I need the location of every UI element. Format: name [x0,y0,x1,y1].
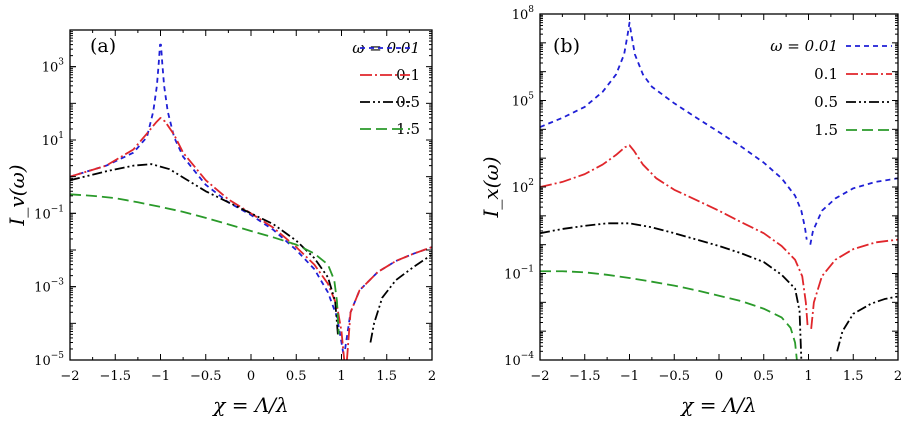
legend-label: 0.5 [814,93,838,111]
panel-b: −2 −1.5 −1 −0.5 0 0.5 1 1.5 2 10−4 10−1 102 105 108 (b… [479,5,902,417]
x-tick-label: −1 [151,369,170,384]
series-line-2-segment-0 [540,222,803,360]
y-tick-label: 105 [512,92,535,110]
y-tick-label: 10−5 [34,351,64,369]
x-tick-label: 1 [337,369,345,384]
y-axis-label: I_v(ω) [5,164,29,226]
x-tick-label: 2 [894,369,902,384]
x-tick-label: 0 [715,369,723,384]
series-line-1-segment-1 [346,246,432,360]
y-tick-label: 10−4 [504,351,534,369]
x-tick-label: 1 [804,369,812,384]
x-axis-label: χ = Λ/λ [679,393,756,417]
series-line-1-segment-0 [540,144,809,327]
x-tick-label: −2 [60,369,79,384]
series-line-3-segment-0 [540,270,798,360]
y-tick-label: 10−1 [504,265,534,283]
legend-label: ω = 0.01 [352,39,420,57]
plot-area [70,43,432,360]
x-tick-label: −2 [530,369,549,384]
series-line-1-segment-1 [810,238,898,329]
series-line-2-segment-1 [369,253,432,343]
x-tick-label: 1.5 [843,369,864,384]
x-tick-label: −1.5 [99,369,131,384]
x-tick-label: 0.5 [286,369,307,384]
panel-a: −2 −1.5 −1 −0.5 0 0.5 1 1.5 2 10−5 10−3 10−1 101 103 (… [5,29,436,417]
panel-tag-a: (a) [90,35,116,57]
plot-area [540,21,898,360]
x-tick-label: 0 [247,369,255,384]
legend-label: ω = 0.01 [770,37,838,55]
plot-frame [539,13,899,361]
x-axis-label: χ = Λ/λ [211,393,288,417]
legend-label: 1.5 [814,121,838,139]
legend-label: 0.1 [814,65,838,83]
x-tick-label: 1.5 [376,369,397,384]
y-tick-label: 108 [512,5,535,23]
series-line-2-segment-1 [836,295,898,352]
panel-tag-b: (b) [553,35,580,57]
y-axis-label: I_x(ω) [479,156,503,218]
x-tick-label: −1.5 [569,369,601,384]
series-line-2-segment-0 [70,163,339,335]
y-tick-label: 10−3 [34,278,64,296]
x-tick-label: 0.5 [753,369,774,384]
y-tick-label: 101 [42,131,64,149]
series-line-3-segment-0 [70,193,340,335]
series-line-0-segment-1 [809,177,898,245]
x-tick-label: −1 [620,369,639,384]
series-line-0-segment-0 [540,21,808,240]
series-line-0-segment-0 [70,43,345,354]
y-tick-label: 10−1 [34,204,64,222]
y-tick-label: 103 [42,58,65,76]
x-tick-label: −0.5 [658,369,690,384]
x-tick-label: 2 [428,369,436,384]
series-line-1-segment-0 [70,117,346,360]
x-tick-label: −0.5 [190,369,222,384]
y-tick-label: 102 [512,178,534,196]
